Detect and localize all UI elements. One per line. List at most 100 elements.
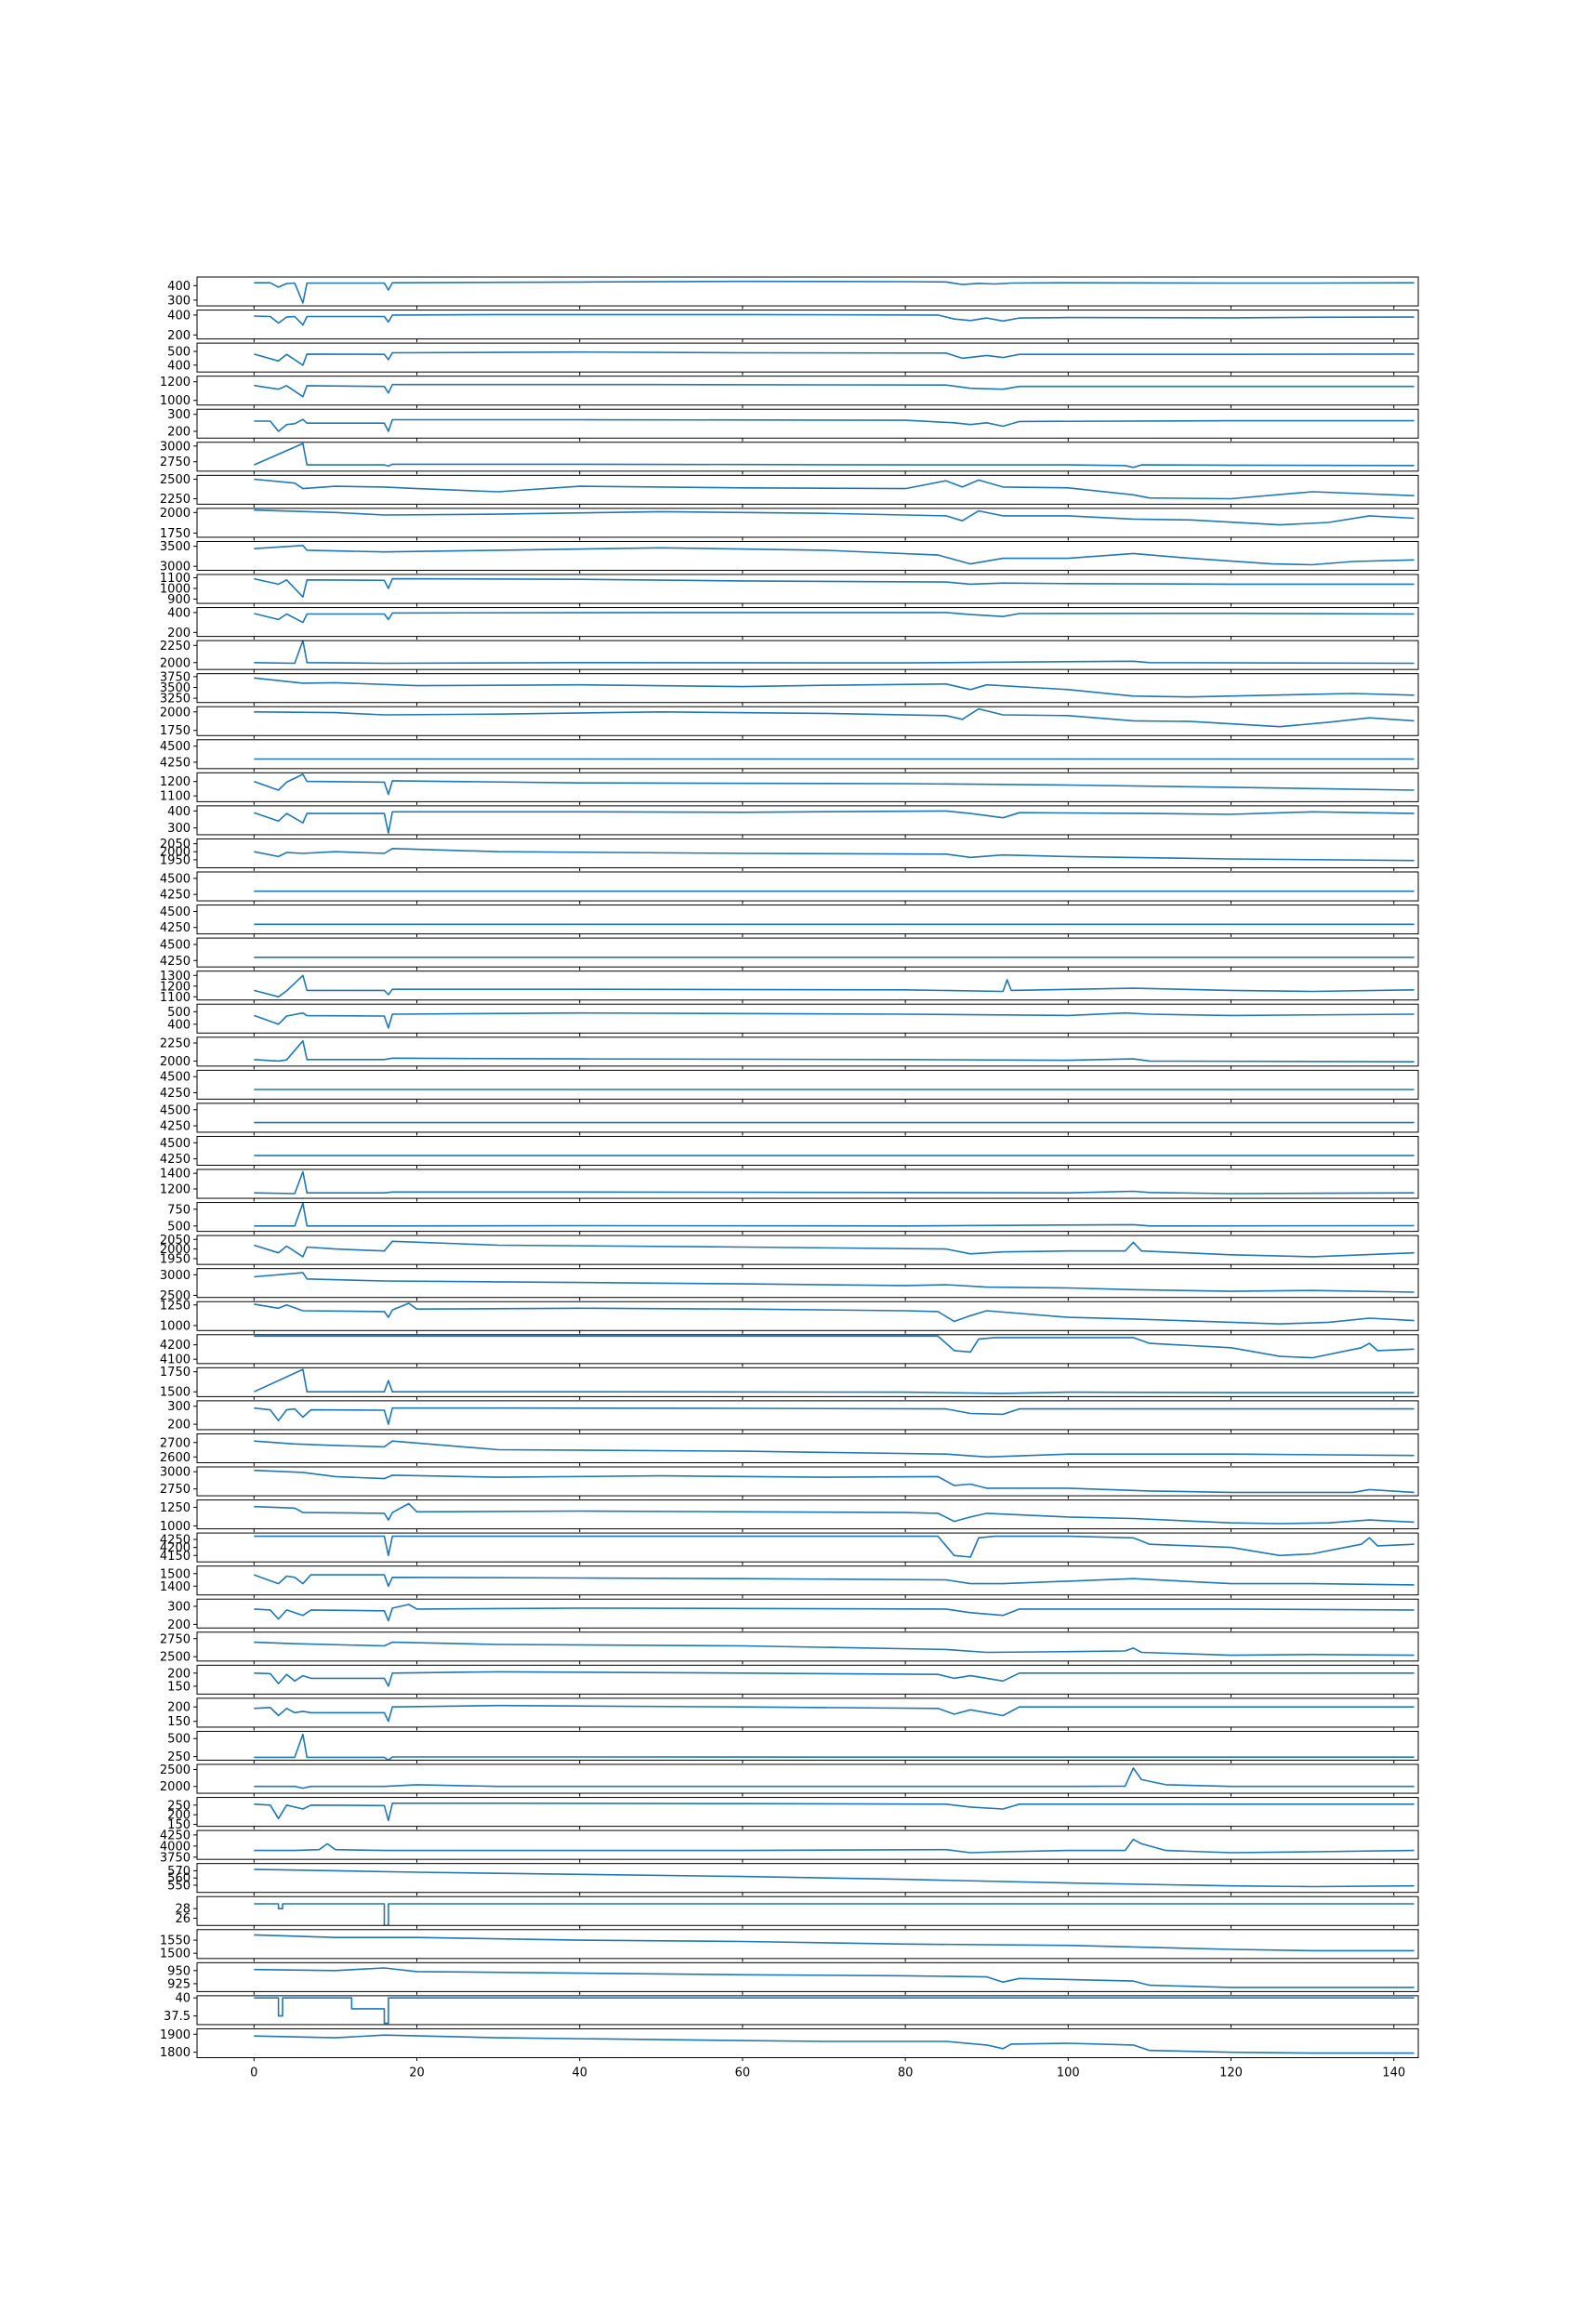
subplot-26: 4500 4250 [160,1103,1419,1136]
y-tick-label: 500 [167,1733,191,1747]
y-tick-label: 400 [167,606,191,620]
y-tick-label: 2250 [160,493,191,507]
subplot-frame [196,474,1419,505]
x-tick-label: 60 [735,2067,751,2080]
subplot-frame [196,706,1419,736]
y-tick-label: 1400 [160,1168,191,1182]
y-tick-label: 1200 [160,775,191,789]
subplot-8: 2000 1750 [160,507,1419,541]
series-line-14 [254,707,1415,728]
x-tick-label: 80 [898,2067,914,2080]
subplot-frame [196,607,1419,638]
subplot-frame [196,1730,1419,1762]
subplot-panels: 4003004002005004001200100030020030002750… [160,276,1419,2061]
y-tick-label: 4500 [160,1071,191,1085]
series-line-4 [254,383,1415,398]
series-line-28 [254,1170,1415,1195]
subplot-frame [196,1334,1419,1365]
subplot-frame [196,1797,1419,1828]
subplot-frame [196,673,1419,704]
y-tick-label: 200 [167,1809,191,1823]
y-tick-label: 3000 [160,440,191,454]
subplot-frame [196,1069,1419,1100]
x-tick-label: 140 [1382,2067,1405,2080]
y-tick-label: 4100 [160,1353,191,1367]
x-tick-label: 120 [1219,2067,1243,2080]
y-tick-label: 560 [167,1872,191,1886]
subplot-frame [196,772,1419,802]
series-line-8 [254,508,1415,526]
y-tick-label: 1300 [160,970,191,984]
subplot-11: 400 200 [167,606,1419,640]
series-line-10 [254,577,1415,599]
subplot-frame [196,1995,1419,2026]
subplot-frame [196,838,1419,869]
y-tick-label: 26 [175,1912,191,1926]
y-tick-label: 1200 [160,1182,191,1196]
y-tick-label: 2000 [160,1055,191,1069]
y-tick-label: 200 [167,329,191,343]
y-tick-label: 300 [167,1600,191,1614]
subplot-37: 3000 2750 [160,1466,1419,1499]
subplot-7: 2500 2250 [160,473,1419,508]
subplot-frame [196,408,1419,439]
y-tick-label: 250 [167,1750,191,1764]
subplot-frame [196,1697,1419,1728]
subplot-27: 4500 4250 [160,1135,1419,1169]
y-tick-label: 500 [167,1006,191,1020]
subplot-frame [196,1664,1419,1695]
y-tick-label: 4250 [160,1120,191,1134]
subplot-frame [196,1631,1419,1662]
y-tick-label: 1250 [160,1501,191,1515]
series-line-29 [254,1202,1415,1227]
series-line-17 [254,810,1415,834]
y-tick-label: 1750 [160,1366,191,1380]
y-tick-label: 4250 [160,1534,191,1548]
y-tick-label: 300 [167,294,191,308]
y-tick-label: 570 [167,1865,191,1879]
subplot-frame [196,1235,1419,1265]
subplot-frame [196,1135,1419,1167]
subplot-frame [196,1598,1419,1629]
y-tick-label: 1500 [160,1567,191,1581]
y-tick-label: 4500 [160,872,191,886]
subplot-20: 4500 4250 [160,905,1419,938]
y-tick-label: 2000 [160,507,191,521]
subplot-frame [196,276,1419,307]
subplot-frame [196,1565,1419,1596]
y-tick-label: 1950 [160,1252,191,1266]
y-tick-label: 2000 [160,656,191,670]
series-line-11 [254,612,1415,624]
y-tick-label: 37.5 [164,2010,191,2024]
series-line-13 [254,677,1415,698]
y-tick-label: 200 [167,627,191,640]
y-tick-label: 200 [167,1618,191,1632]
shared-x-axis: 0 20 40 60 80 100 120 140 [250,2067,1405,2080]
y-tick-label: 4500 [160,1103,191,1117]
subplot-31: 3000 2500 [160,1268,1419,1303]
y-tick-label: 400 [167,805,191,819]
y-tick-label: 4150 [160,1550,191,1564]
subplot-53: 40 37.5 [164,1992,1419,2028]
y-tick-label: 1750 [160,527,191,541]
subplot-34: 1750 1500 [160,1366,1419,1400]
y-tick-label: 2500 [160,1289,191,1303]
subplot-frame [196,937,1419,968]
series-line-37 [254,1469,1415,1494]
x-tick-label: 20 [409,2067,425,2080]
y-tick-label: 1200 [160,376,191,390]
y-tick-label: 1100 [160,991,191,1005]
